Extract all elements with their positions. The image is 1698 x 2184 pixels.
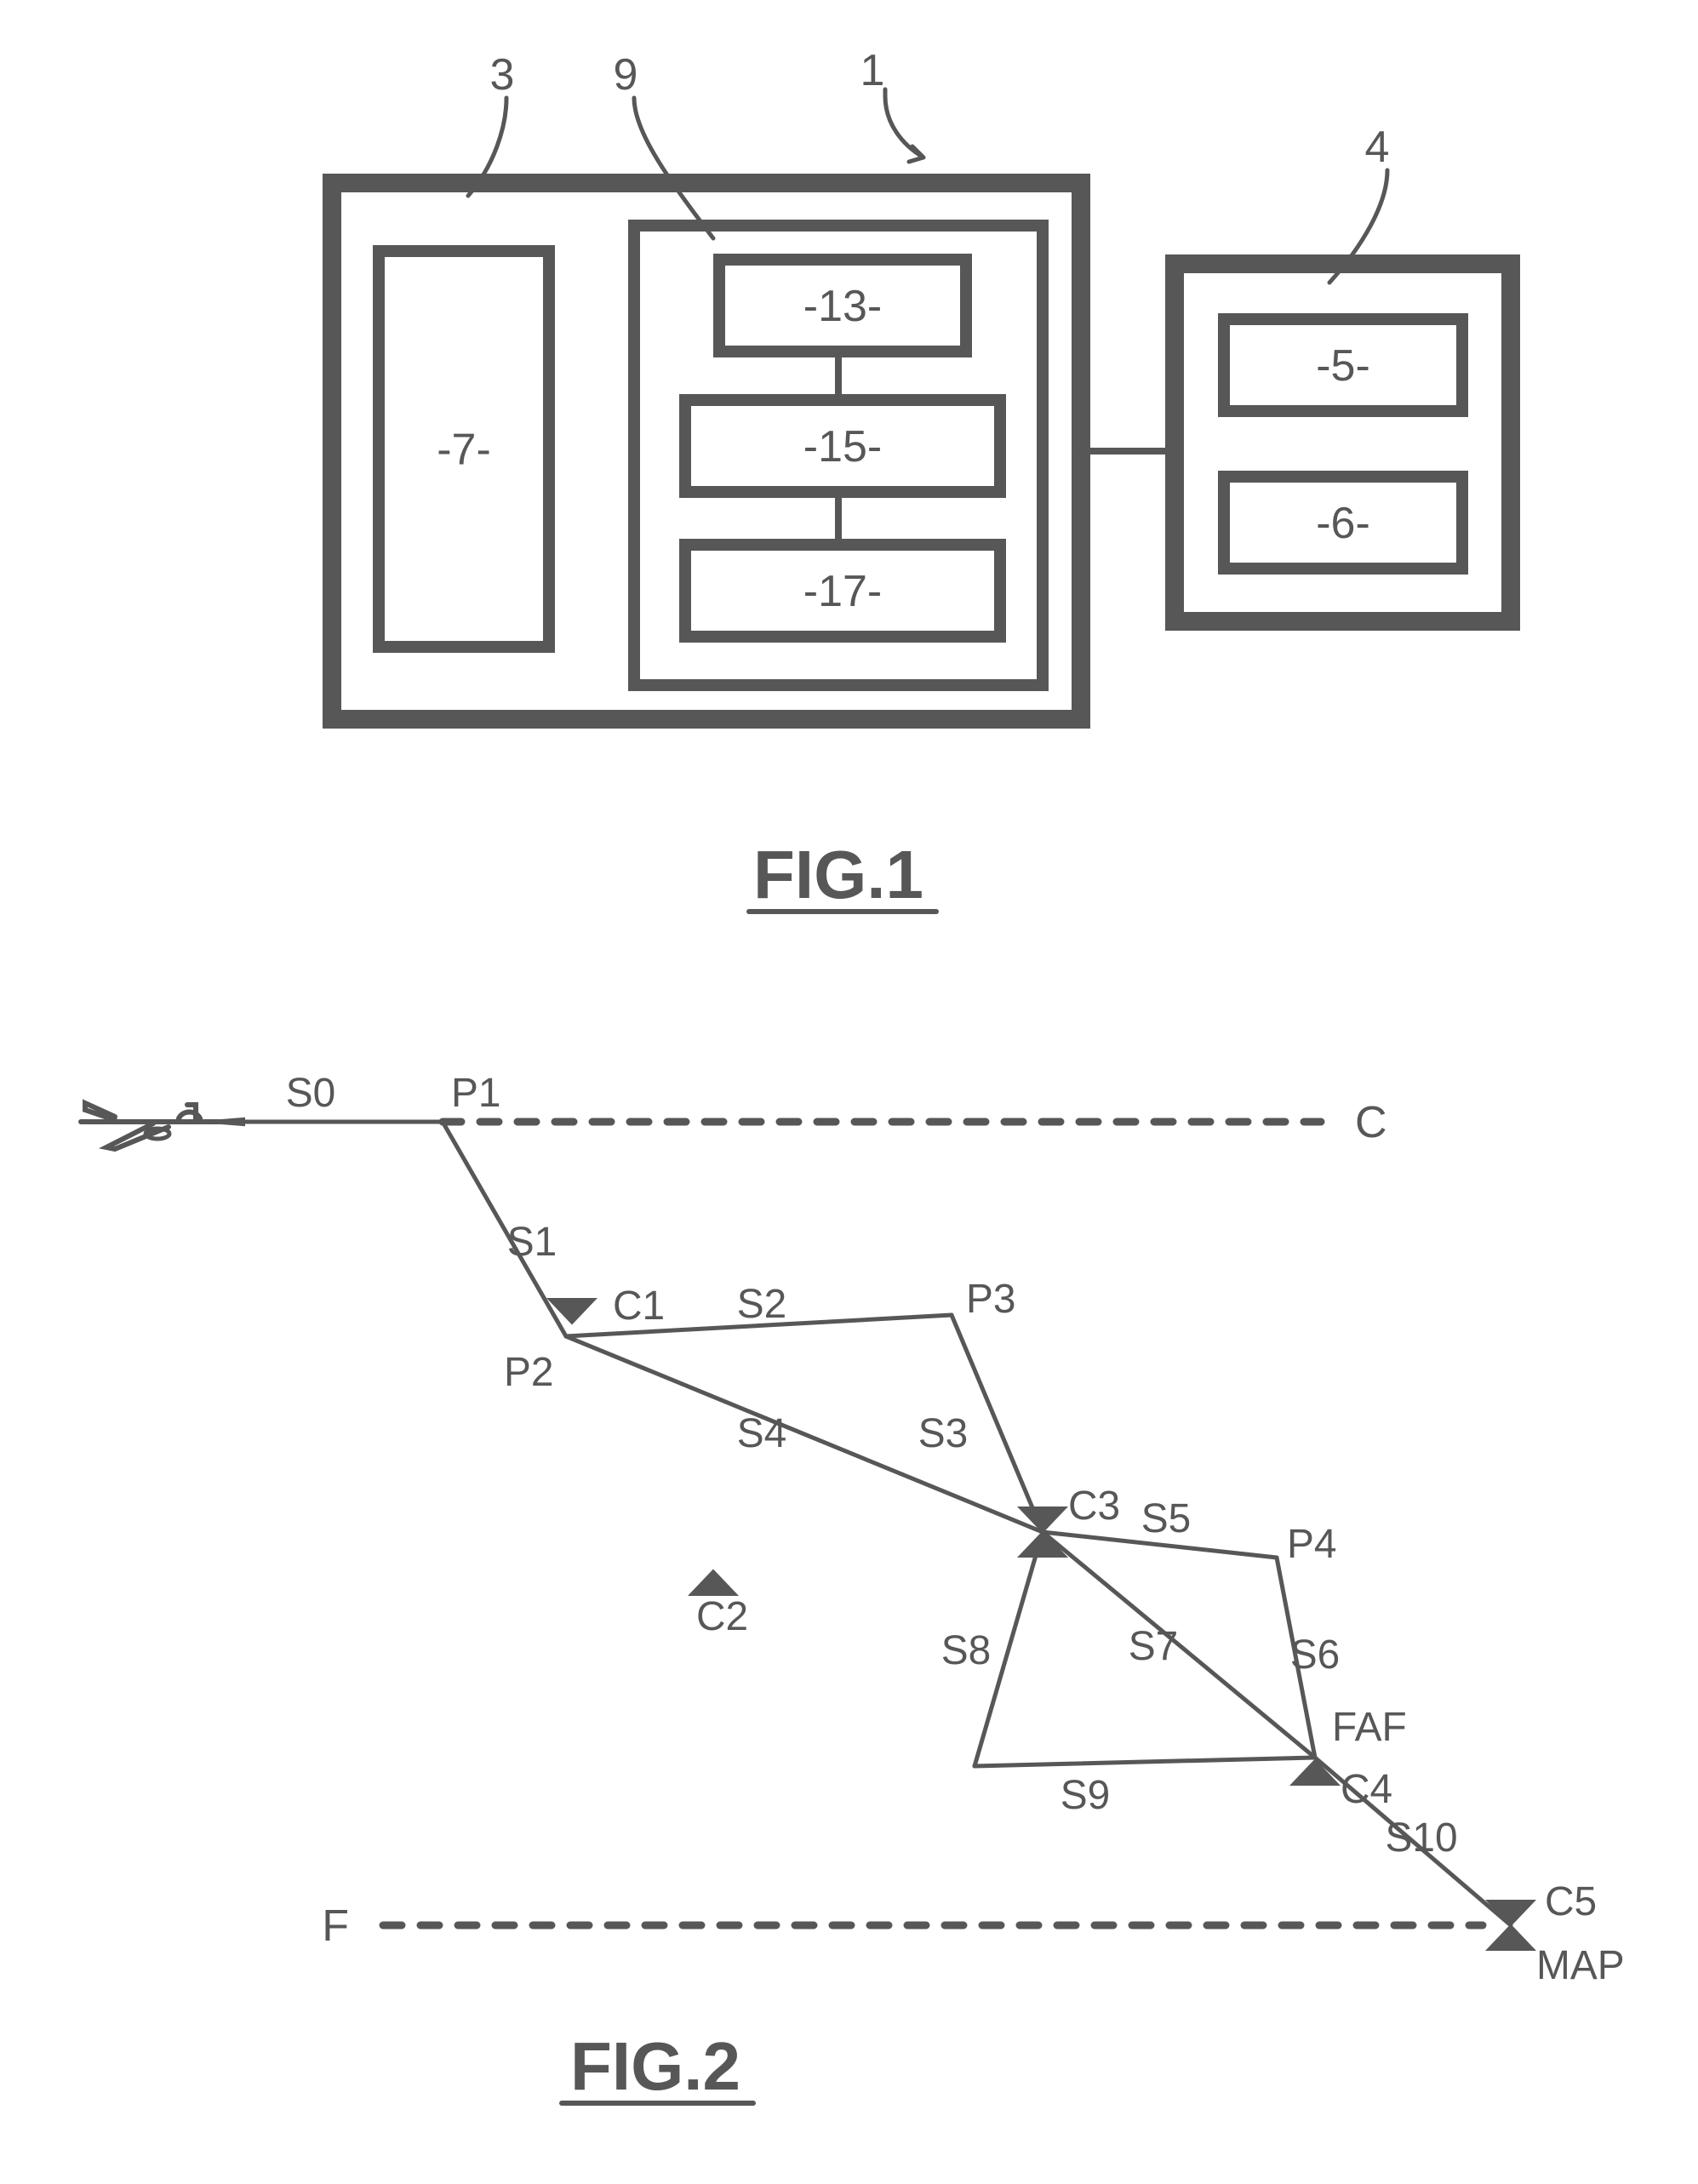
segment-label-S2: S2 xyxy=(737,1282,787,1327)
label-n15: -15- xyxy=(803,422,882,472)
constraint-label-C5: C5 xyxy=(1545,1879,1597,1924)
leader-n1 xyxy=(885,89,923,162)
constraint-C5-up xyxy=(1485,1924,1536,1952)
leader-label-n1: 1 xyxy=(860,46,885,95)
label-n7: -7- xyxy=(437,426,491,475)
constraint-C5-down xyxy=(1485,1900,1536,1927)
segment-label-S9: S9 xyxy=(1061,1773,1111,1818)
label-n6: -6- xyxy=(1316,499,1370,548)
constraint-C2-up xyxy=(688,1569,739,1597)
leader-label-n4: 4 xyxy=(1365,123,1390,172)
point-label-P1: P1 xyxy=(451,1071,501,1116)
leader-label-n9: 9 xyxy=(614,50,638,100)
fig1: -7- -13- -15- -17- -5- -6- 3 9 1 4 FIG.1 xyxy=(332,46,1511,912)
constraint-label-C1: C1 xyxy=(613,1284,665,1329)
aircraft-icon xyxy=(81,1103,243,1149)
point-label-FAF: FAF xyxy=(1332,1705,1407,1750)
ground-label: F xyxy=(322,1901,349,1951)
leader-label-n3: 3 xyxy=(490,50,515,100)
constraint-label-C4: C4 xyxy=(1341,1767,1392,1812)
segment-label-S5: S5 xyxy=(1141,1496,1192,1541)
segment-label-S3: S3 xyxy=(918,1411,969,1456)
segment-label-S4: S4 xyxy=(737,1411,787,1456)
fig2: C F S1 S2 S3 S4 S5 S6 S7 S8 S9 S10 S0 P1 P2 P3 P4 FAF C1 C2… xyxy=(81,1071,1625,2104)
point-label-P2: P2 xyxy=(504,1350,554,1395)
segment-label-S10: S10 xyxy=(1385,1815,1457,1861)
segment-label-S1: S1 xyxy=(507,1220,557,1265)
label-n5: -5- xyxy=(1316,341,1370,391)
label-n13: -13- xyxy=(803,282,882,331)
segment-label-S7: S7 xyxy=(1129,1624,1179,1669)
segment-S7 xyxy=(1043,1532,1315,1758)
constraint-label-MAP: MAP xyxy=(1536,1943,1625,1988)
leader-n9 xyxy=(634,98,713,238)
segment-label-S6: S6 xyxy=(1290,1632,1341,1678)
constraint-label-C3: C3 xyxy=(1068,1484,1120,1529)
constraint-C3-down xyxy=(1017,1507,1068,1534)
point-label-P3: P3 xyxy=(966,1277,1016,1322)
point-label-P4: P4 xyxy=(1287,1522,1337,1567)
segment-label-S0: S0 xyxy=(286,1071,336,1116)
fig2-caption: FIG.2 xyxy=(570,2028,740,2104)
constraint-label-C2: C2 xyxy=(696,1594,748,1639)
segment-S9 xyxy=(975,1758,1315,1766)
label-n17: -17- xyxy=(803,567,882,616)
fig1-caption: FIG.1 xyxy=(753,837,923,912)
cruise-label: C xyxy=(1355,1098,1387,1147)
segment-label-S8: S8 xyxy=(941,1628,992,1673)
